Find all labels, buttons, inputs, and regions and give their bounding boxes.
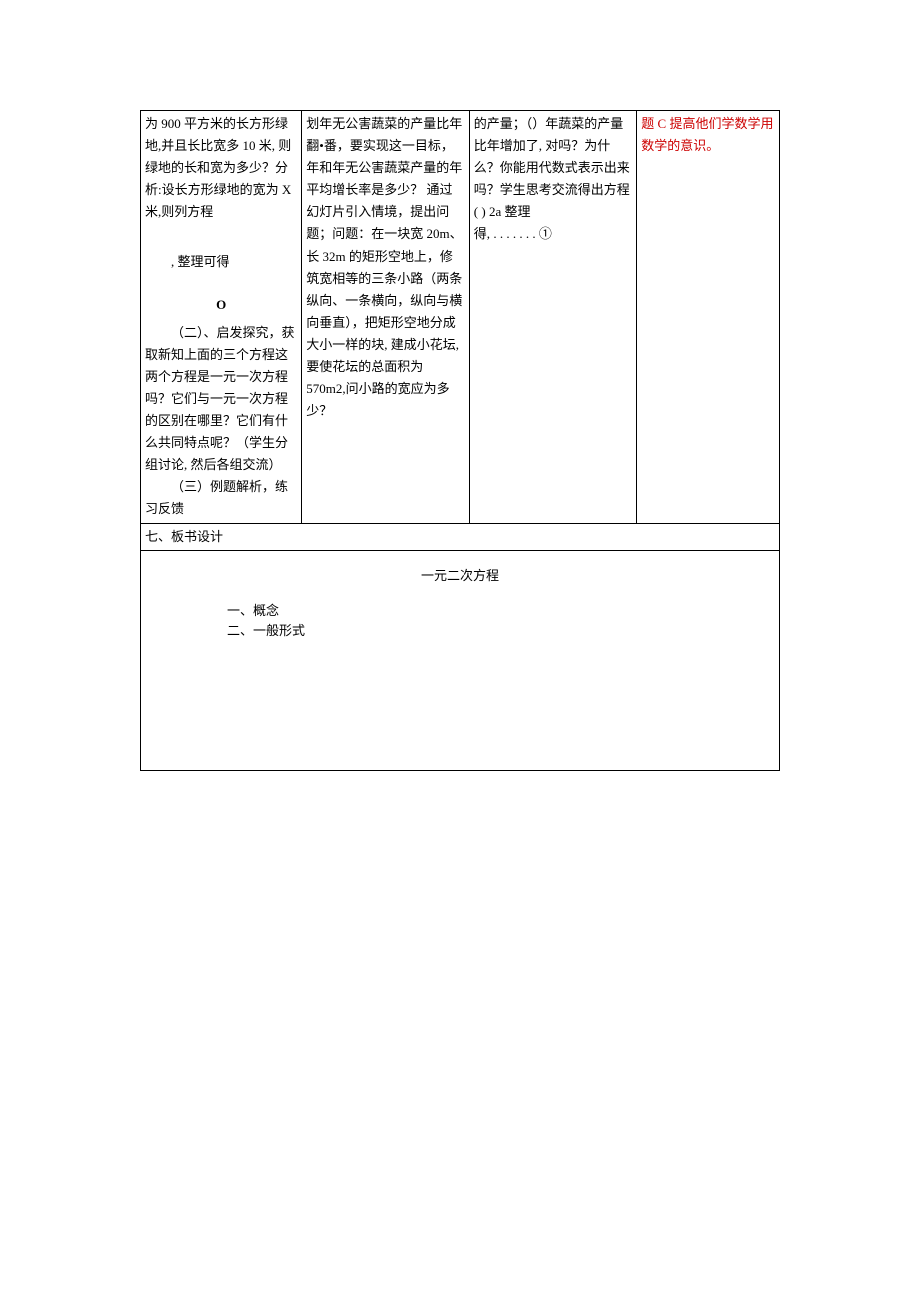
col1-para4: （三）例题解析，练习反馈	[145, 476, 297, 520]
column-1: 为 900 平方米的长方形绿地,并且长比宽多 10 米, 则绿地的长和宽为多少？…	[141, 111, 302, 524]
col3-de: 得,	[474, 226, 490, 241]
column-3: 的产量；（）年蔬菜的产量比年增加了, 对吗？为什么？你能用代数式表示出来吗？学生…	[469, 111, 637, 524]
content-row: 为 900 平方米的长方形绿地,并且长比宽多 10 米, 则绿地的长和宽为多少？…	[141, 111, 780, 524]
board-line1: 一、概念	[227, 601, 773, 622]
col1-o-mark: O	[145, 294, 297, 316]
col4-para1: 题 C 提高他们学数学用数学的意识。	[641, 113, 775, 157]
section-title-row: 七、板书设计	[141, 523, 780, 550]
col1-para2: , 整理可得	[145, 251, 297, 273]
board-line2: 二、一般形式	[227, 621, 773, 642]
board-cell: 一元二次方程 一、概念 二、一般形式	[141, 550, 780, 770]
col1-para3: （二）、启发探究，获取新知上面的三个方程这两个方程是一元一次方程吗？它们与一元一…	[145, 322, 297, 477]
board-title: 一元二次方程	[147, 557, 773, 601]
col1-para1: 为 900 平方米的长方形绿地,并且长比宽多 10 米, 则绿地的长和宽为多少？…	[145, 113, 297, 223]
col3-dots: . . . . . . . ①	[493, 226, 552, 241]
col3-para1: 的产量；（）年蔬菜的产量比年增加了, 对吗？为什么？你能用代数式表示出来吗？学生…	[474, 113, 633, 223]
col2-para1: 划年无公害蔬菜的产量比年翻•番，要实现这一目标，年和年无公害蔬菜产量的年平均增长…	[306, 113, 465, 422]
section-title-cell: 七、板书设计	[141, 523, 780, 550]
col3-para2: 得, . . . . . . . ①	[474, 223, 633, 245]
column-2: 划年无公害蔬菜的产量比年翻•番，要实现这一目标，年和年无公害蔬菜产量的年平均增长…	[302, 111, 470, 524]
board-row: 一元二次方程 一、概念 二、一般形式	[141, 550, 780, 770]
main-table: 为 900 平方米的长方形绿地,并且长比宽多 10 米, 则绿地的长和宽为多少？…	[140, 110, 780, 771]
column-4: 题 C 提高他们学数学用数学的意识。	[637, 111, 780, 524]
board-content: 一、概念 二、一般形式	[147, 601, 773, 643]
section-title-text: 七、板书设计	[145, 529, 223, 544]
